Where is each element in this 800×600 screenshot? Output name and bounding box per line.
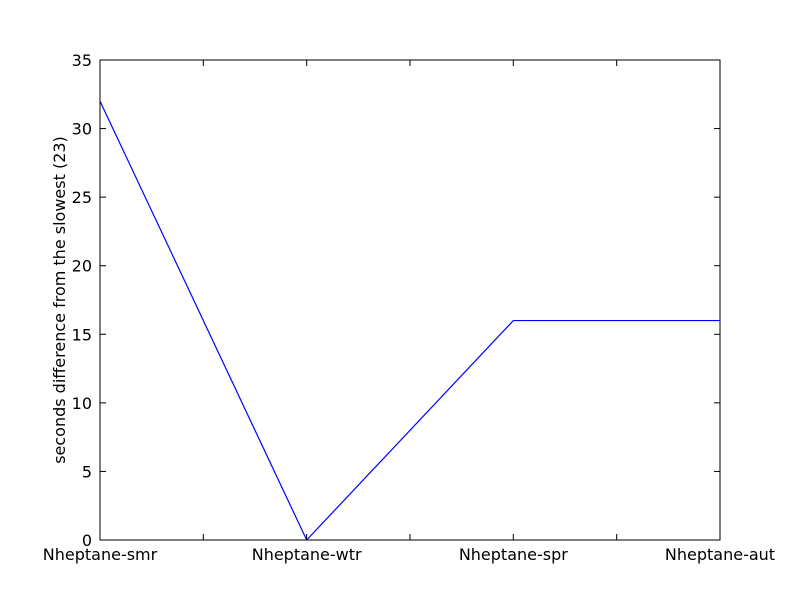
x-tick-label: Nheptane-smr <box>43 545 158 564</box>
tick-label-layer: 0 5 10 15 20 25 30 35 Nheptane-smr Nheptane-wtr Nh… <box>43 51 775 564</box>
x-tick-label: Nheptane-aut <box>665 545 775 564</box>
y-tick-label: 35 <box>72 51 92 70</box>
y-tick-label: 5 <box>82 462 92 481</box>
series-layer <box>99 100 720 542</box>
y-tick-label: 25 <box>72 188 92 207</box>
x-tick-label: Nheptane-wtr <box>252 545 362 564</box>
tick-layer <box>99 59 721 541</box>
y-tick-label: 10 <box>72 394 92 413</box>
series-line-0 <box>99 100 720 542</box>
y-tick-label: 15 <box>72 325 92 344</box>
x-tick-label: Nheptane-spr <box>459 545 568 564</box>
y-tick-label: 30 <box>72 120 92 139</box>
y-tick-label: 20 <box>72 257 92 276</box>
plot-background <box>100 60 720 540</box>
y-axis-label: seconds difference from the slowest (23) <box>50 136 69 464</box>
y-tick-label: 0 <box>82 531 92 550</box>
